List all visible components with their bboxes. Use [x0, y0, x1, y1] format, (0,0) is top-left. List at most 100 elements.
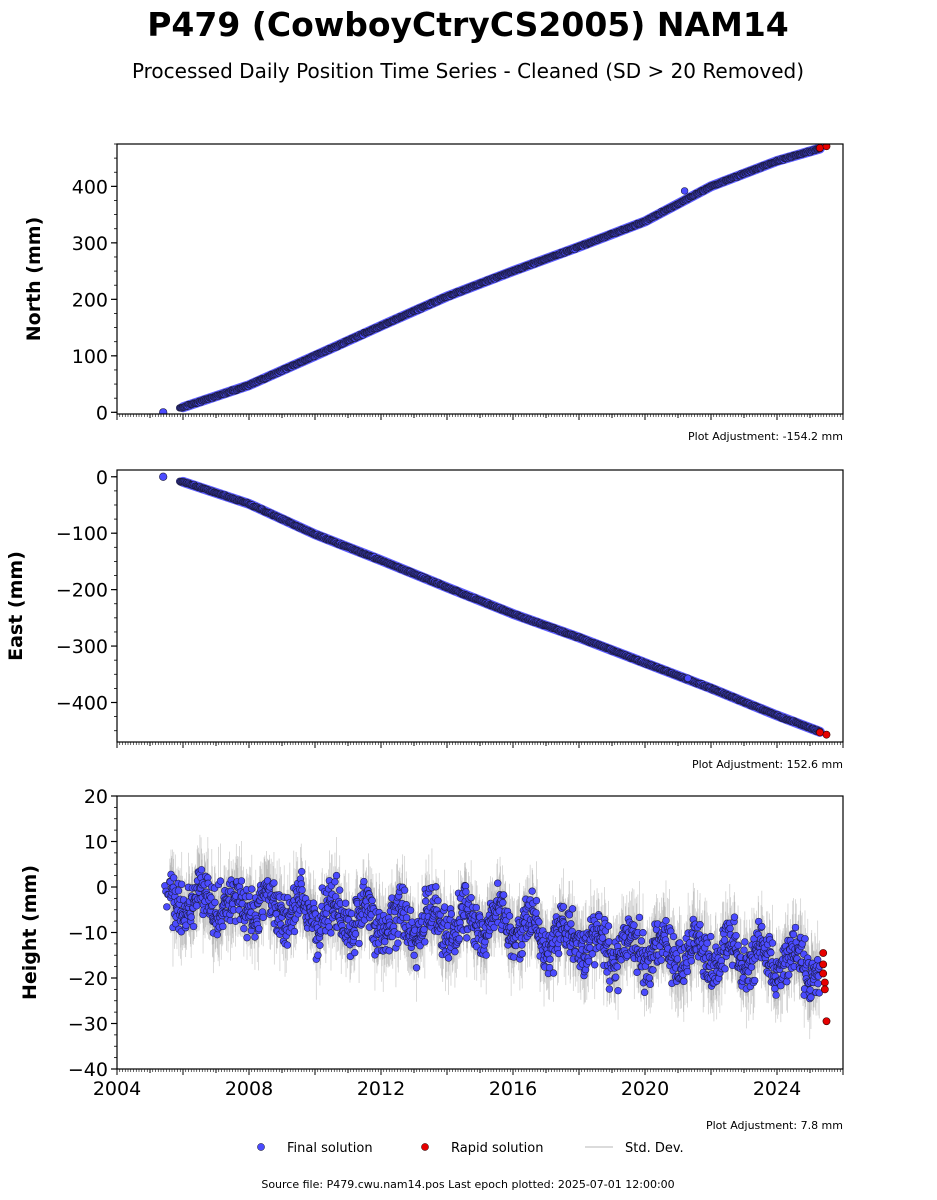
data-point	[316, 941, 324, 949]
rapid-point	[816, 144, 824, 152]
data-point	[351, 930, 360, 938]
data-point	[406, 906, 415, 914]
plot-adjustment: Plot Adjustment: -154.2 mm	[688, 430, 843, 443]
data-point	[360, 877, 368, 886]
data-point	[197, 866, 206, 874]
data-point	[400, 886, 409, 894]
data-point	[170, 874, 178, 882]
data-point	[402, 913, 411, 922]
y-axis-label: North (mm)	[23, 217, 45, 342]
data-point	[187, 913, 195, 921]
north-panel: 0 100 200 300 400 North (mm) Plot Adjustment: …	[23, 143, 844, 443]
data-point	[684, 674, 692, 682]
data-point	[297, 867, 306, 876]
data-point	[259, 913, 267, 922]
data-point	[467, 894, 475, 902]
data-point	[455, 935, 463, 943]
data-point	[434, 896, 442, 905]
plot-adjustment: Plot Adjustment: 152.6 mm	[692, 758, 843, 771]
data-point	[447, 910, 456, 918]
data-point	[248, 885, 256, 893]
rapid-points	[816, 728, 831, 739]
east-panel: 0 −100 −200 −300 −400 East (mm) Plot Adjustmen…	[5, 467, 844, 771]
y-tick-label: −300	[56, 636, 108, 658]
x-axis	[116, 742, 844, 748]
data-point	[243, 934, 251, 942]
data-point	[416, 942, 424, 950]
data-point	[444, 954, 453, 962]
data-point	[174, 887, 183, 895]
data-point	[207, 894, 215, 902]
data-point	[341, 899, 350, 907]
data-point	[314, 951, 322, 959]
y-tick-label: 300	[72, 233, 108, 255]
final-points	[159, 144, 825, 414]
data-point	[178, 880, 186, 888]
data-point	[462, 888, 470, 896]
plot-area	[159, 144, 831, 414]
data-point	[331, 878, 339, 886]
data-point	[421, 897, 430, 905]
data-point	[355, 939, 363, 948]
data-point	[216, 877, 225, 885]
x-axis	[116, 414, 844, 420]
final-points	[159, 472, 825, 737]
y-tick-label: 200	[72, 289, 108, 311]
data-point	[451, 948, 459, 956]
rapid-points	[816, 144, 831, 152]
data-point	[336, 886, 344, 894]
data-point	[290, 927, 299, 936]
y-tick-label: −200	[56, 580, 108, 602]
data-point	[327, 929, 335, 937]
rapid-point	[822, 144, 831, 151]
data-point	[472, 903, 480, 912]
data-point	[245, 892, 254, 901]
data-point	[163, 903, 171, 911]
final-points	[161, 866, 824, 1003]
data-point	[420, 925, 428, 934]
y-axis: 0 −100 −200 −300 −400	[56, 467, 117, 732]
data-point	[421, 938, 429, 946]
data-point	[219, 922, 227, 931]
data-point	[410, 951, 418, 960]
data-point	[368, 896, 376, 905]
data-point	[255, 924, 263, 933]
data-point	[193, 902, 201, 910]
y-tick-label: 400	[72, 176, 108, 198]
data-point	[159, 472, 168, 481]
chart-title: P479 (CowboyCtryCS2005) NAM14	[147, 5, 789, 44]
y-tick-label: 0	[96, 467, 108, 489]
data-point	[283, 941, 292, 949]
y-tick-label: −100	[56, 523, 108, 545]
data-point	[270, 879, 278, 887]
data-point	[189, 922, 198, 931]
data-point	[211, 898, 219, 907]
data-point	[332, 871, 341, 880]
y-axis-label: East (mm)	[5, 551, 27, 661]
data-point	[432, 883, 440, 891]
data-point	[159, 408, 168, 414]
data-point	[385, 947, 393, 955]
data-point	[240, 924, 248, 933]
data-point	[297, 880, 305, 888]
rapid-point	[822, 730, 831, 739]
data-point	[347, 909, 356, 918]
chart-subtitle: Processed Daily Position Time Series - C…	[132, 59, 804, 83]
data-point	[298, 886, 306, 894]
data-point	[463, 934, 471, 942]
data-point	[412, 964, 421, 972]
data-point	[182, 921, 190, 929]
plot-area	[159, 472, 831, 739]
y-tick-label: 100	[72, 346, 108, 368]
y-tick-label: 0	[96, 402, 108, 424]
data-point	[237, 877, 246, 885]
data-point	[394, 939, 402, 947]
plot-area	[161, 834, 831, 1040]
data-point	[351, 949, 359, 957]
rapid-point	[816, 728, 824, 737]
y-tick-label: −400	[56, 692, 108, 714]
data-point	[251, 933, 259, 941]
data-point	[680, 187, 689, 195]
